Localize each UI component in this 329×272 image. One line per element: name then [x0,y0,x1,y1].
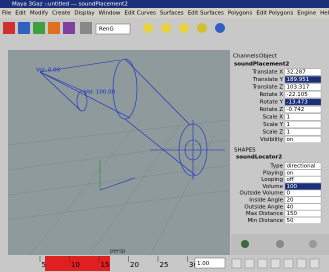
attr-value: 103.317 [287,85,310,91]
menu-item[interactable]: Surfaces [160,11,184,17]
layout-name: RenG [99,27,114,33]
attr-name: Translate Y [252,77,284,83]
move-tool[interactable] [18,22,30,34]
menu-item[interactable]: Polygons [228,11,253,17]
light-icon[interactable] [197,23,207,33]
attr-value: on [287,137,294,143]
attr-value: 1 [287,130,291,136]
attr-value: 150 [287,211,298,217]
attr-name: Playing [263,170,283,176]
menu-item[interactable]: Edit Surfaces [188,11,224,17]
camera-label: persp [110,249,126,255]
frame-label: 15 [101,261,110,269]
tab[interactable]: Object [259,54,278,60]
attr-value: 1 [287,122,291,128]
shape-name: soundLocator2 [236,155,282,161]
attr-field[interactable] [285,190,321,196]
frame-label: 20 [130,261,139,269]
menu-item[interactable]: Edit [15,11,26,17]
attr-value: off [287,177,294,183]
menu-item[interactable]: Edit Polygons [256,11,293,17]
attr-value: -0.742 [287,107,305,113]
attr-value: 32.287 [287,70,307,76]
menu-item[interactable]: Window [99,11,121,17]
attr-name: Translate Z [252,85,284,91]
attr-value: 50 [287,218,294,224]
object-name: soundPlacement2 [234,62,289,68]
menu-item[interactable]: Create [52,11,71,17]
menu-item[interactable]: File [2,11,12,17]
attr-name: Inside Angle [249,198,283,204]
attr-value: 1 [287,115,291,121]
select-tool[interactable] [3,22,15,34]
section-header: SHAPES [234,148,256,154]
attr-value: on [287,170,294,176]
playback-buttons[interactable] [232,259,319,268]
attr-name: Rotate X [259,92,283,98]
attr-name: Min Distance [247,218,283,224]
attr-name: Volume [263,184,284,190]
attr-value: 0 [287,191,291,197]
light-icon[interactable] [143,23,153,33]
attr-value: 40 [287,204,294,210]
menu-item[interactable]: Modify [30,11,49,17]
viewport[interactable] [8,50,230,255]
show-manip[interactable] [63,22,75,34]
attr-name: Scale Z [263,130,284,136]
icon[interactable] [241,240,249,248]
attr-name: Looping [261,177,283,183]
attr-name: Rotate Y [260,100,284,106]
tab[interactable]: Channels [233,54,259,60]
current-time: 1.00 [197,261,210,267]
volume-label: Vol: 0.00 [36,68,61,74]
attr-field[interactable] [285,129,321,135]
rotate-tool[interactable] [33,22,45,34]
attr-value: 100 [287,184,298,190]
attr-value: 189.951 [287,77,310,83]
maya-window: Maya 3Gaz ::untitled --- soundPlacement2… [0,0,329,272]
page: {"window": {"title": "Maya 3Gaz ::untitl… [0,0,329,272]
last-tool[interactable] [80,22,92,34]
frame-label: 25 [160,261,169,269]
menu-item[interactable]: Help [320,11,329,17]
attr-name: Max Distance [246,211,284,217]
attr-value: -22.105 [287,92,309,98]
attr-name: Type [269,164,283,170]
menu-item[interactable]: Engine [297,11,316,17]
attr-name: Rotate Z [259,107,283,113]
attr-field[interactable] [285,121,321,127]
scale-tool[interactable] [48,22,60,34]
window-title: Maya 3Gaz ::untitled --- soundPlacement2 [12,2,128,8]
attr-value: directional [287,164,316,170]
volume-label: Vol: 100.00 [84,90,116,96]
attr-field[interactable] [285,114,321,120]
menu-item[interactable]: Edit Curves [124,11,156,17]
attr-name: Visibility [260,137,284,143]
attr-value: 20 [287,198,294,204]
attr-name: Scale Y [263,122,284,128]
light-icon[interactable] [179,23,189,33]
light-icon[interactable] [215,23,225,33]
attr-value: -13.473 [287,100,309,106]
attr-name: Translate X [252,70,284,76]
attr-name: Outside Angle [244,204,283,210]
menu-item[interactable]: Display [74,11,95,17]
attr-name: Outside Volume [240,191,284,197]
icon[interactable] [276,240,284,248]
frame-label: 5 [42,261,46,269]
attr-name: Scale X [263,115,284,121]
light-icon[interactable] [161,23,171,33]
icon[interactable] [309,240,317,248]
frame-label: 10 [71,261,80,269]
